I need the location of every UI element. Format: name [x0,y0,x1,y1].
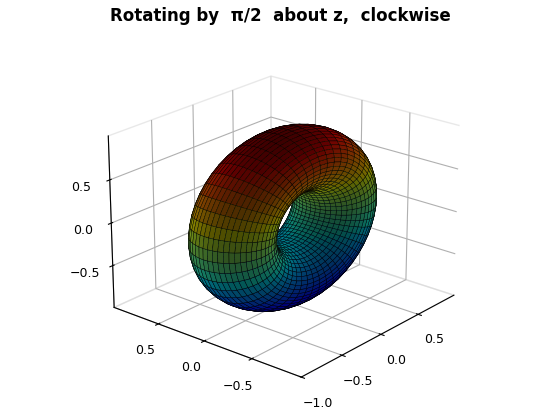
Title: Rotating by  π/2  about z,  clockwise: Rotating by π/2 about z, clockwise [110,7,450,25]
